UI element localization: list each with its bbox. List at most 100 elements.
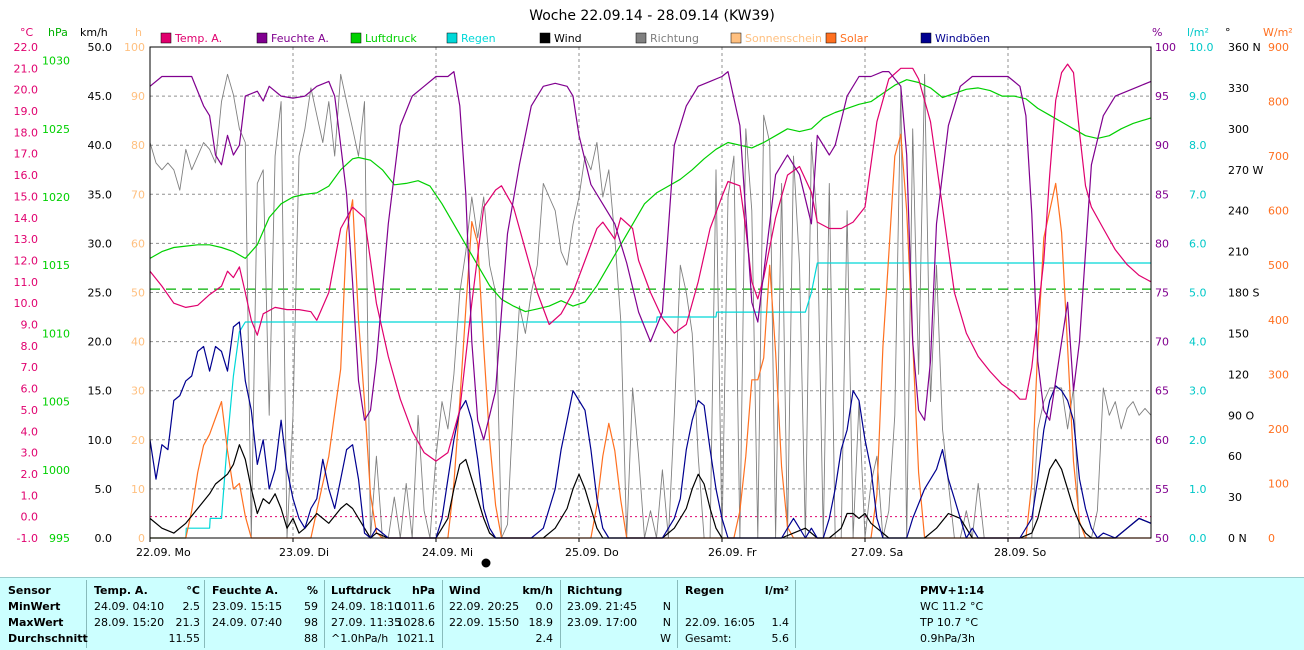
axis-ticks: 22.0 21.0 20.0 19.0 18.0 17.0 16.0 15.0 14.0 13.0… — [14, 41, 1290, 545]
humidity-min-value: 59 — [304, 600, 318, 613]
rain-tick-label: 5.0 — [1189, 287, 1207, 300]
humidity-tick-label: 100 — [1155, 41, 1176, 54]
sunshine-tick-label: 80 — [131, 139, 145, 152]
wind-tick-label: 35.0 — [88, 188, 113, 201]
series-pressure-line — [149, 79, 1152, 313]
statistics-panel: Sensor MinWert MaxWert Durchschnitt Temp… — [0, 577, 1304, 650]
wind-stats-column: Wind km/h 22.09. 20:25 0.0 22.09. 15:50 18.… — [449, 584, 553, 648]
humidity-stats-header: Feuchte A. — [212, 584, 279, 597]
pressure-tick-label: 1010 — [42, 327, 70, 340]
temp-tick-label: 20.0 — [14, 84, 39, 97]
rain-tick-label: 7.0 — [1189, 188, 1207, 201]
legend-swatch — [160, 32, 172, 44]
direction-tick-label: 270 W — [1228, 164, 1263, 177]
legend-swatch — [256, 32, 268, 44]
wind-tick-label: 50.0 — [88, 41, 113, 54]
sunshine-tick-label: 0 — [138, 532, 145, 545]
pressure-tick-label: 1015 — [42, 259, 70, 272]
moon-phase-icon — [481, 558, 491, 568]
pmv-header: PMV+1:14 — [920, 584, 985, 597]
sunshine-tick-label: 100 — [124, 41, 145, 54]
rain-tick-label: 3.0 — [1189, 385, 1207, 398]
wind-unit-label: km/h — [80, 26, 108, 39]
legend-label: Solar — [840, 32, 869, 45]
sunshine-tick-label: 60 — [131, 237, 145, 250]
legend-label: Luftdruck — [365, 32, 417, 45]
axis-unit-labels: °C hPa km/h h % l/m² ° W/m² — [20, 26, 1293, 39]
pressure-unit-label: hPa — [48, 26, 68, 39]
sunshine-tick-label: 40 — [131, 336, 145, 349]
temp-average: 11.55 — [168, 632, 201, 645]
legend-label: Regen — [461, 32, 496, 45]
pressure-min-value: 1011.6 — [396, 600, 436, 613]
direction-tick-label: 210 — [1228, 246, 1249, 259]
x-tick-label: 26.09. Fr — [708, 546, 757, 559]
max-row-label: MaxWert — [8, 616, 64, 629]
legend-item-pressure: Luftdruck — [350, 32, 417, 45]
legend-item-solar: Solar — [825, 32, 869, 45]
wind-tick-label: 20.0 — [88, 336, 113, 349]
direction-tick-label: 180 S — [1228, 287, 1259, 300]
rain-tick-label: 1.0 — [1189, 483, 1207, 496]
column-divider — [204, 580, 205, 648]
min-row-label: MinWert — [8, 600, 61, 613]
pressure-tick-label: 995 — [49, 532, 70, 545]
solar-tick-label: 0 — [1268, 532, 1275, 545]
column-divider — [442, 580, 443, 648]
legend-item-direction: Richtung — [635, 32, 699, 45]
sunshine-tick-label: 30 — [131, 385, 145, 398]
series-rain-line — [150, 262, 1151, 539]
pressure-average: 1021.1 — [396, 632, 436, 645]
direction-tick-label: 60 — [1228, 450, 1242, 463]
pressure-stats-unit: hPa — [411, 584, 435, 597]
direction-tick-label: 240 — [1228, 205, 1249, 218]
wind-min-value: 0.0 — [535, 600, 554, 613]
wind-max-value: 18.9 — [528, 616, 554, 629]
rain-tick-label: 0.0 — [1189, 532, 1207, 545]
solar-tick-label: 500 — [1268, 259, 1289, 272]
direction-average: W — [660, 632, 671, 645]
humidity-max-value: 98 — [304, 616, 318, 629]
legend-item-temp: Temp. A. — [160, 32, 222, 45]
pressure-max-value: 1028.6 — [396, 616, 436, 629]
legend-swatch — [350, 32, 362, 44]
temp-tick-label: 5.0 — [21, 404, 39, 417]
direction-tick-label: 300 — [1228, 123, 1249, 136]
humidity-tick-label: 90 — [1155, 139, 1169, 152]
direction-tick-label: 30 — [1228, 491, 1242, 504]
humidity-min-time: 23.09. 15:15 — [212, 600, 283, 613]
humidity-tick-label: 50 — [1155, 532, 1169, 545]
temp-tick-label: 21.0 — [14, 62, 39, 75]
wind-stats-unit: km/h — [522, 584, 553, 597]
direction-min-value: N — [662, 600, 671, 613]
temp-tick-label: 8.0 — [21, 340, 39, 353]
temp-tick-label: 13.0 — [14, 233, 39, 246]
temp-min-value: 2.5 — [182, 600, 201, 613]
temp-tick-label: 10.0 — [14, 297, 39, 310]
temp-tick-label: 2.0 — [21, 468, 39, 481]
wind-min-time: 22.09. 20:25 — [449, 600, 520, 613]
temp-min-time: 24.09. 04:10 — [94, 600, 165, 613]
solar-tick-label: 400 — [1268, 314, 1289, 327]
temp-stats-unit: °C — [186, 584, 200, 597]
series-gusts-line — [149, 321, 1152, 539]
direction-min-time: 23.09. 21:45 — [567, 600, 638, 613]
solar-tick-label: 600 — [1268, 205, 1289, 218]
humidity-tick-label: 80 — [1155, 237, 1169, 250]
x-tick-label: 22.09. Mo — [136, 546, 191, 559]
pressure-tick-label: 1000 — [42, 464, 70, 477]
x-tick-label: 25.09. Do — [565, 546, 619, 559]
pmv-stats-column: PMV+1:14 WC 11.2 °C TP 10.7 °C 0.9hPa/3h — [920, 584, 1080, 648]
wind-tick-label: 10.0 — [88, 434, 113, 447]
temp-tick-label: 22.0 — [14, 41, 39, 54]
humidity-tick-label: 85 — [1155, 188, 1169, 201]
rain-total-label: Gesamt: — [685, 632, 732, 645]
rain-tick-label: 10.0 — [1189, 41, 1214, 54]
plot-frame — [149, 46, 1152, 539]
series-temp-line — [149, 63, 1152, 462]
pressure-stats-column: Luftdruck hPa 24.09. 18:10 1011.6 27.09. 1… — [331, 584, 435, 648]
x-tick-label: 23.09. Di — [279, 546, 329, 559]
weather-chart: Woche 22.09.14 - 28.09.14 (KW39) Temp. A… — [14, 8, 1293, 568]
legend-swatch — [920, 32, 932, 44]
series-wind-line — [149, 444, 1152, 539]
